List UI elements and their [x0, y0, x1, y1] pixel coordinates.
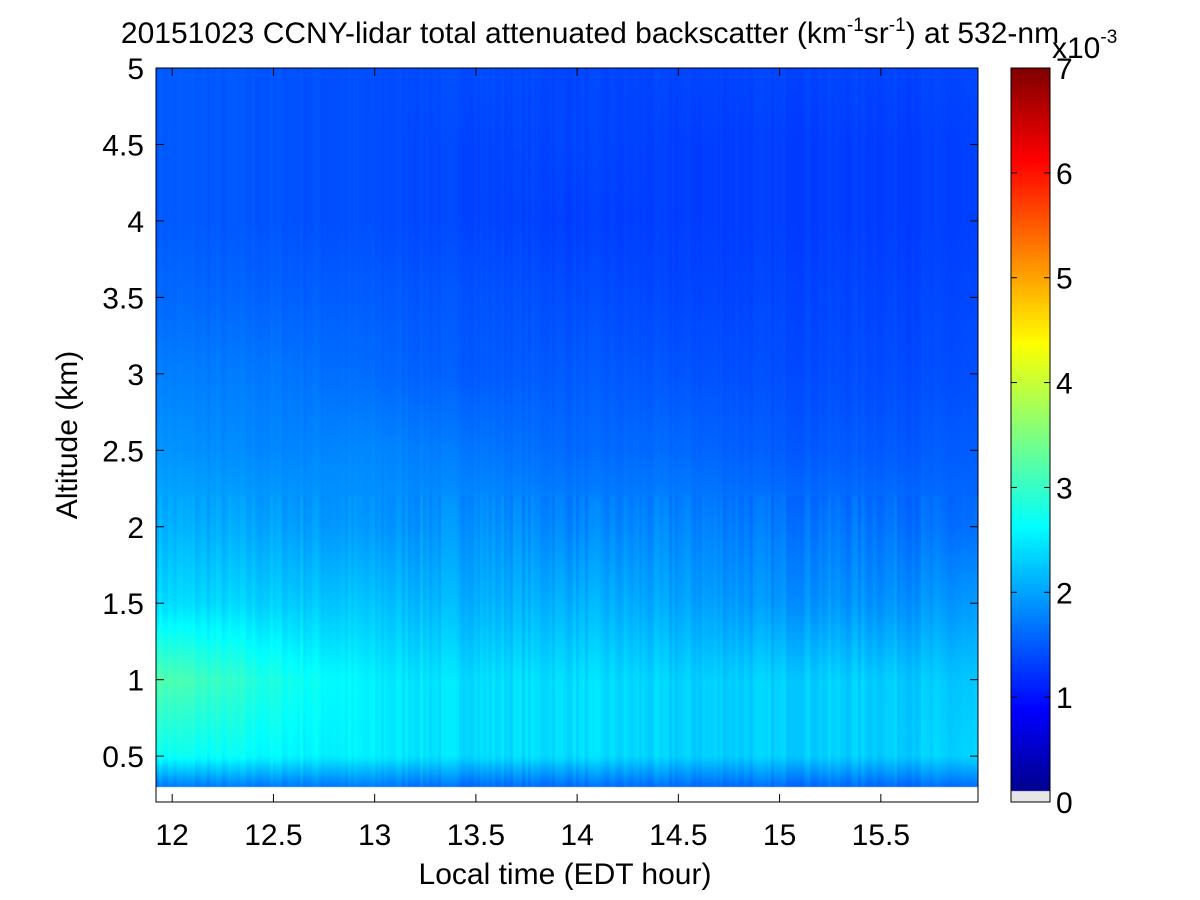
- y-tick-label: 2.5: [102, 435, 144, 468]
- y-tick-label: 4: [127, 206, 144, 239]
- x-tick-label: 12.5: [244, 819, 302, 852]
- colorbar-tick-label: 4: [1056, 368, 1073, 401]
- colorbar-multiplier-base: x10: [1052, 32, 1100, 65]
- y-tick-label: 3.5: [102, 282, 144, 315]
- colorbar-ticks: 0 1 2 3 4 5 6 7: [1011, 53, 1073, 820]
- title-sup-b: -1: [889, 15, 906, 36]
- y-tick-label: 2: [127, 512, 144, 545]
- colorbar-gradient: [1011, 68, 1050, 802]
- x-tick-label: 14.5: [649, 819, 707, 852]
- title-text-a: CCNY-lidar total attenuated backscatter …: [263, 17, 847, 50]
- y-tick-label: 1: [127, 665, 144, 698]
- x-tick-label: 12: [156, 819, 189, 852]
- y-axis: 0.5 1 1.5 2 2.5 3 3.5 4 4.5 5: [102, 53, 978, 774]
- colorbar-tick-label: 2: [1056, 577, 1073, 610]
- colorbar-tick-label: 1: [1056, 682, 1073, 715]
- y-tick-label: 4.5: [102, 129, 144, 162]
- title-text-b: sr: [864, 17, 889, 50]
- y-tick-label: 0.5: [102, 741, 144, 774]
- y-tick-label: 5: [127, 53, 144, 86]
- colorbar-multiplier: x10-3: [1052, 27, 1117, 65]
- plot-area: 12 12.5 13 13.5 14 14.5 15 15.5 0.5 1 1.5 2 2.5 3 3.5…: [102, 53, 979, 852]
- x-tick-label: 13: [358, 819, 391, 852]
- x-tick-label: 13.5: [447, 819, 505, 852]
- colorbar: 0 1 2 3 4 5 6 7 x10-3: [1010, 27, 1117, 820]
- colorbar-frame: [1010, 67, 1051, 803]
- title-date: 20151023: [121, 17, 254, 50]
- colorbar-tick-label: 6: [1056, 158, 1073, 191]
- colorbar-tick-label: 7: [1056, 53, 1073, 86]
- x-tick-label: 14: [560, 819, 593, 852]
- x-tick-label: 15.5: [852, 819, 910, 852]
- title-text-c: ) at 532-nm: [906, 17, 1059, 50]
- colorbar-tick-label: 3: [1056, 472, 1073, 505]
- colorbar-tick-label: 0: [1056, 787, 1073, 820]
- x-tick-label: 15: [763, 819, 796, 852]
- x-axis: 12 12.5 13 13.5 14 14.5 15 15.5: [156, 68, 910, 852]
- heatmap-image: [156, 68, 978, 802]
- y-axis-label: Altitude (km): [51, 351, 84, 519]
- colorbar-multiplier-exp: -3: [1100, 27, 1117, 48]
- x-axis-label: Local time (EDT hour): [419, 858, 712, 891]
- y-tick-label: 1.5: [102, 588, 144, 621]
- colorbar-tick-label: 5: [1056, 263, 1073, 296]
- title-sup-a: -1: [847, 15, 864, 36]
- plot-frame: [155, 67, 979, 803]
- chart-title: 20151023 CCNY-lidar total attenuated bac…: [121, 15, 1059, 50]
- y-tick-label: 3: [127, 359, 144, 392]
